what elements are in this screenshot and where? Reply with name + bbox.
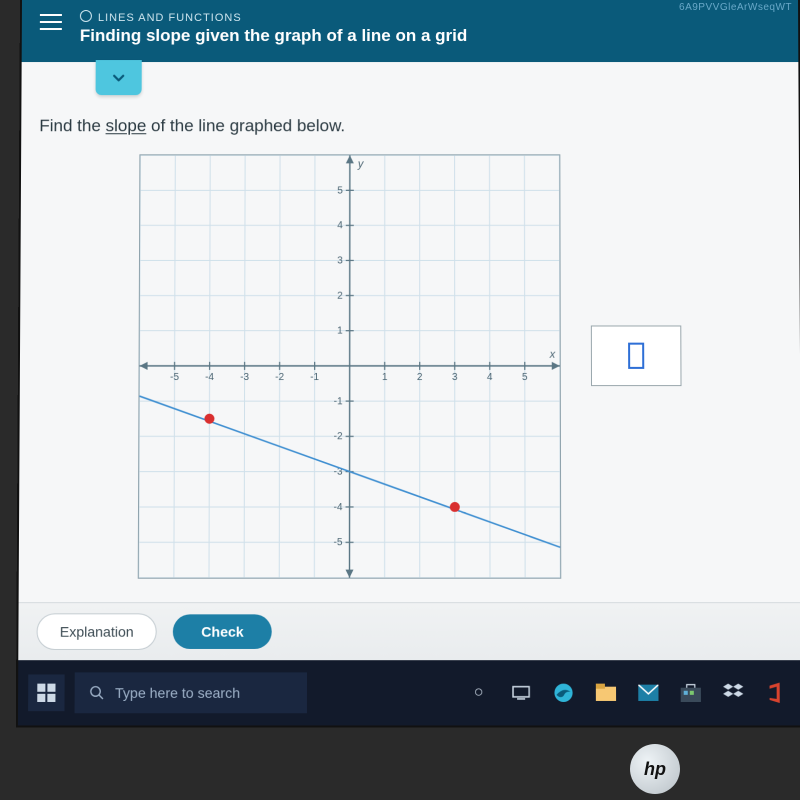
svg-text:4: 4 [487, 372, 493, 383]
svg-text:5: 5 [522, 372, 528, 383]
svg-text:1: 1 [337, 326, 343, 337]
svg-text:-2: -2 [334, 431, 343, 442]
svg-text:-1: -1 [310, 372, 319, 383]
coordinate-grid: -5-4-3-2-112345-5-4-3-2-112345xy [138, 154, 562, 578]
menu-icon[interactable] [40, 14, 62, 30]
svg-text:-4: -4 [334, 502, 343, 513]
windows-icon [37, 684, 55, 702]
cortana-icon[interactable]: ○ [463, 676, 495, 709]
store-icon[interactable] [675, 676, 707, 709]
text-cursor-icon [628, 343, 644, 369]
svg-text:2: 2 [417, 372, 423, 383]
lesson-header: LINES AND FUNCTIONS Finding slope given … [22, 0, 799, 62]
start-button[interactable] [28, 674, 65, 711]
explorer-icon[interactable] [590, 676, 622, 709]
svg-text:-5: -5 [334, 537, 343, 548]
dropdown-tab[interactable] [96, 60, 142, 95]
taskview-icon[interactable] [505, 676, 537, 709]
svg-text:5: 5 [337, 185, 343, 196]
edge-icon[interactable] [547, 676, 579, 709]
watermark-text: 6A9PVVGleArWseqWT [679, 2, 792, 13]
check-button[interactable]: Check [173, 614, 272, 649]
dropbox-icon[interactable] [717, 676, 749, 709]
svg-text:-5: -5 [170, 372, 179, 383]
svg-text:x: x [549, 349, 556, 361]
header-text: LINES AND FUNCTIONS Finding slope given … [80, 10, 468, 46]
svg-text:3: 3 [337, 255, 343, 266]
laptop-brand-badge: hp [630, 744, 680, 794]
prompt-suffix: of the line graphed below. [146, 116, 345, 135]
chevron-down-icon [110, 69, 128, 87]
search-icon [89, 685, 105, 701]
lesson-category: LINES AND FUNCTIONS [80, 10, 467, 24]
prompt-prefix: Find the [39, 116, 105, 135]
prompt-term[interactable]: slope [106, 116, 147, 135]
svg-text:3: 3 [452, 372, 458, 383]
svg-text:-1: -1 [334, 396, 343, 407]
svg-text:2: 2 [337, 290, 343, 301]
answer-input[interactable] [591, 325, 682, 386]
explanation-button[interactable]: Explanation [37, 613, 157, 650]
windows-taskbar: Type here to search ○ [18, 660, 800, 725]
lesson-title: Finding slope given the graph of a line … [80, 26, 468, 46]
search-placeholder: Type here to search [115, 685, 240, 701]
app-screen: LINES AND FUNCTIONS Finding slope given … [16, 0, 800, 728]
svg-text:-2: -2 [275, 372, 284, 383]
svg-text:4: 4 [337, 220, 343, 231]
action-bar: Explanation Check [18, 602, 800, 660]
mail-icon[interactable] [632, 676, 664, 709]
taskbar-search[interactable]: Type here to search [75, 672, 307, 713]
svg-text:1: 1 [382, 372, 388, 383]
office-icon[interactable] [759, 676, 791, 709]
question-prompt: Find the slope of the line graphed below… [39, 116, 784, 136]
svg-text:-4: -4 [205, 372, 214, 383]
question-area: Find the slope of the line graphed below… [19, 62, 800, 593]
svg-text:-3: -3 [240, 372, 249, 383]
